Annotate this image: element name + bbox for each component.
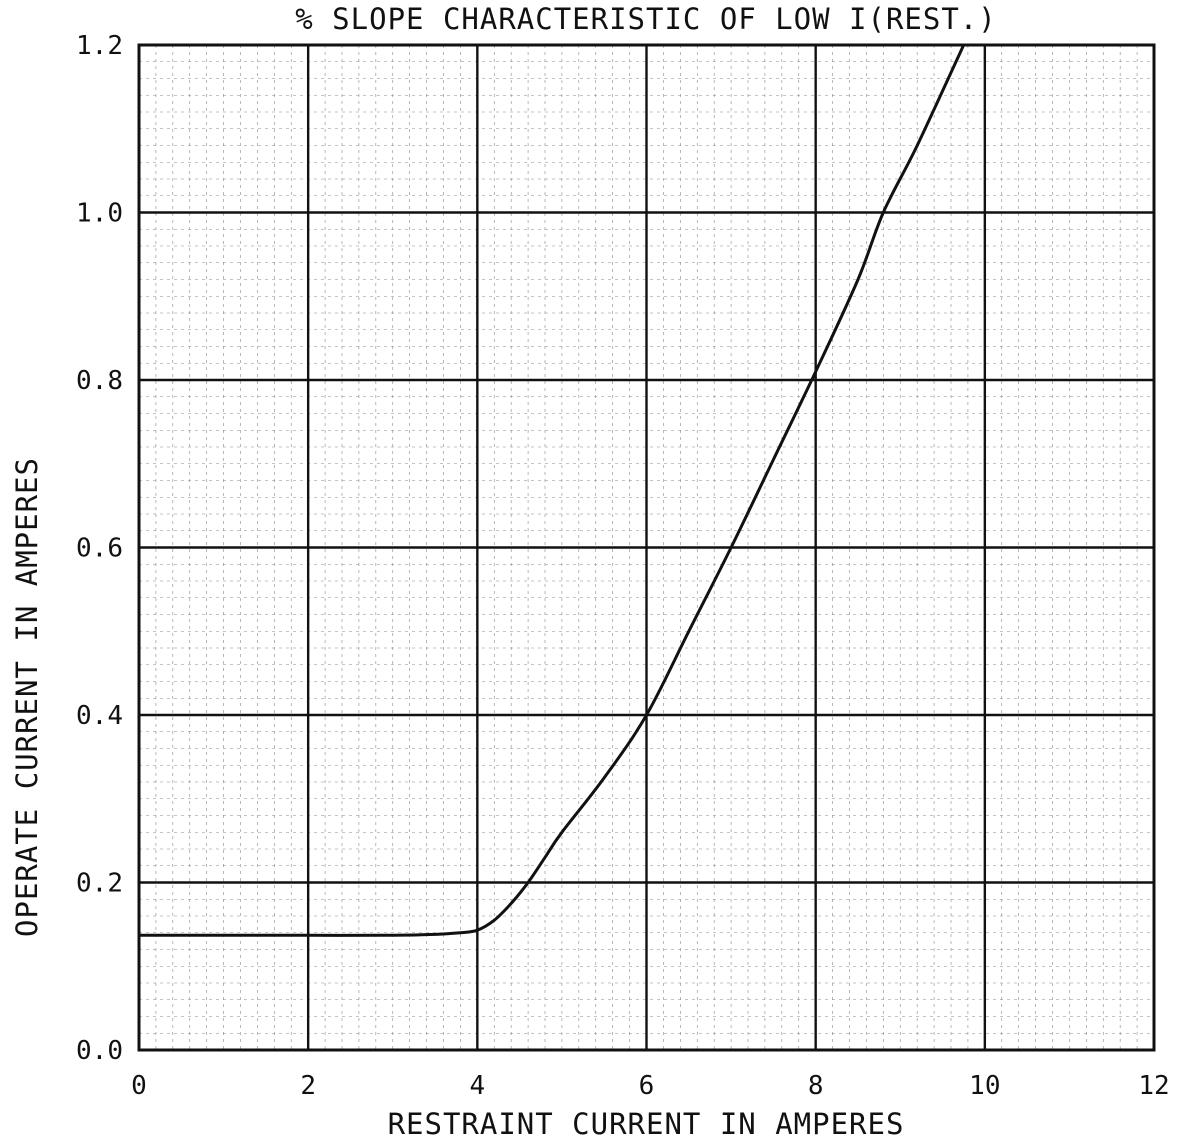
y-tick-label: 0.0 — [76, 1036, 123, 1066]
x-tick-label: 2 — [300, 1071, 316, 1101]
series-layer — [138, 44, 966, 937]
x-tick-label: 8 — [808, 1071, 824, 1101]
y-tick-label: 1.0 — [76, 199, 123, 229]
y-tick-label: 0.6 — [76, 534, 123, 564]
y-tick-label: 1.2 — [76, 31, 123, 61]
series-line — [138, 44, 966, 937]
x-axis-label: RESTRAINT CURRENT IN AMPERES — [388, 1107, 905, 1141]
y-tick-label: 0.4 — [76, 701, 123, 731]
y-axis-label: OPERATE CURRENT IN AMPERES — [10, 457, 44, 937]
x-tick-label: 12 — [1138, 1071, 1169, 1101]
x-tick-label: 4 — [470, 1071, 486, 1101]
y-tick-label: 0.8 — [76, 366, 123, 396]
y-tick-label: 0.2 — [76, 869, 123, 899]
x-tick-label: 6 — [639, 1071, 655, 1101]
y-tick-labels: 0.0 0.2 0.4 0.6 0.8 1.0 1.2 — [76, 31, 123, 1066]
x-tick-label: 0 — [131, 1071, 147, 1101]
x-tick-label: 10 — [969, 1071, 1000, 1101]
x-tick-labels: 0 2 4 6 8 10 12 — [131, 1071, 1169, 1101]
chart-title: % SLOPE CHARACTERISTIC OF LOW I(REST.) — [295, 2, 996, 36]
plot-frame — [137, 43, 1156, 1052]
